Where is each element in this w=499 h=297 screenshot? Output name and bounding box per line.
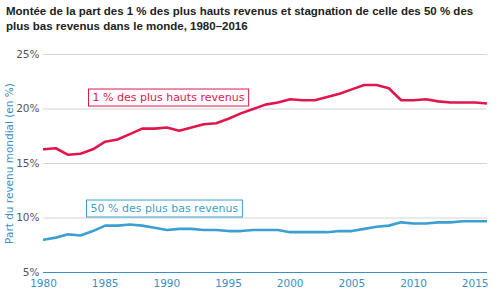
svg-text:2015: 2015 <box>462 277 489 289</box>
svg-text:1980: 1980 <box>30 277 57 289</box>
svg-text:2000: 2000 <box>277 277 304 289</box>
svg-text:5%: 5% <box>22 265 40 278</box>
html-text:Montée de la part des 1 % des: Montée de la part des 1 % des plus hauts… <box>6 5 474 32</box>
svg-text:2010: 2010 <box>400 277 427 289</box>
svg-text:20%: 20% <box>16 102 39 114</box>
svg-text:50 % des plus bas revenus: 50 % des plus bas revenus <box>91 202 239 215</box>
svg-text:Part du revenu mondial (en %): Part du revenu mondial (en %) <box>3 83 15 244</box>
svg-text:1985: 1985 <box>92 277 119 289</box>
svg-text:10%: 10% <box>16 211 39 223</box>
svg-text:1 % des plus hauts revenus: 1 % des plus hauts revenus <box>93 91 245 104</box>
svg-text:1995: 1995 <box>215 277 242 289</box>
svg-text:2005: 2005 <box>338 277 365 289</box>
svg-text:15%: 15% <box>16 157 39 169</box>
svg-text:25%: 25% <box>16 48 39 60</box>
svg-text:1990: 1990 <box>153 277 180 289</box>
